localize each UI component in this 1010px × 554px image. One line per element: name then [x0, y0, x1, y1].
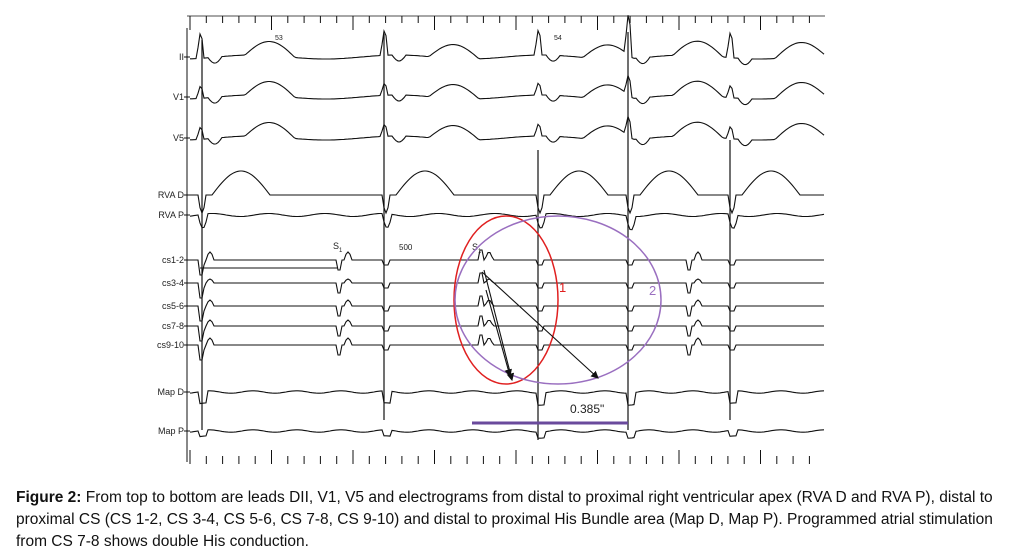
- pacing-stimulus-label: S: [472, 242, 478, 252]
- lead-label: II: [179, 52, 184, 62]
- trace-cs5-6: [190, 295, 824, 322]
- lead-label: Map P: [158, 426, 184, 436]
- ecg-figure: II V1 V5 RVA D RVA P cs1-2 cs3-4 cs5-6 cs7-8 cs9-…: [157, 15, 825, 464]
- cycle-length-label: 500: [399, 243, 413, 252]
- trace-cs7-8: [190, 315, 824, 342]
- loop-1-label: 1: [559, 280, 566, 295]
- beat-number-54: 54: [554, 35, 562, 42]
- pacing-stimulus-label: S: [333, 241, 339, 251]
- trace-rva-d: [190, 170, 824, 215]
- trace-map-p: [189, 429, 825, 439]
- pacing-stimulus-subscript: 1: [478, 249, 482, 255]
- conduction-arrow: [481, 271, 599, 379]
- lead-label: RVA D: [158, 190, 185, 200]
- lead-label: cs3-4: [162, 278, 184, 288]
- loop-2-ellipse: [454, 215, 662, 385]
- conduction-arrow: [483, 269, 515, 382]
- loop-1-ellipse: [453, 215, 559, 385]
- beat-number-53: 53: [275, 35, 283, 42]
- caption-label: Figure 2:: [16, 489, 82, 506]
- conduction-arrow: [485, 289, 512, 378]
- interval-label: 0.385": [570, 402, 604, 416]
- trace-cs9-10: [190, 334, 824, 361]
- lead-label: Map D: [157, 387, 184, 397]
- time-ruler-top: [187, 15, 825, 30]
- caption-text: From top to bottom are leads DII, V1, V5…: [16, 489, 993, 550]
- trace-v1: [190, 73, 825, 106]
- lead-label: RVA P: [158, 210, 184, 220]
- trace-v5: [190, 114, 825, 147]
- lead-label: V5: [173, 133, 184, 143]
- lead-label: cs9-10: [157, 340, 184, 350]
- trace-ii: [190, 15, 825, 66]
- trace-map-d: [189, 390, 825, 406]
- lead-label: cs7-8: [162, 321, 184, 331]
- figure-caption: Figure 2: From top to bottom are leads D…: [16, 487, 1001, 553]
- lead-label: cs1-2: [162, 255, 184, 265]
- trace-cs1-2: [190, 249, 824, 276]
- ecg-traces: [189, 15, 825, 440]
- trace-cs3-4: [190, 272, 824, 299]
- lead-label: cs5-6: [162, 301, 184, 311]
- time-ruler-bottom: [189, 450, 810, 464]
- trace-rva-p: [189, 212, 825, 231]
- pacing-stimulus-subscript: 1: [339, 248, 343, 254]
- loop-2-label: 2: [649, 283, 656, 298]
- lead-labels: II V1 V5 RVA D RVA P cs1-2 cs3-4 cs5-6 cs7-8 cs9-…: [157, 52, 190, 436]
- lead-label: V1: [173, 92, 184, 102]
